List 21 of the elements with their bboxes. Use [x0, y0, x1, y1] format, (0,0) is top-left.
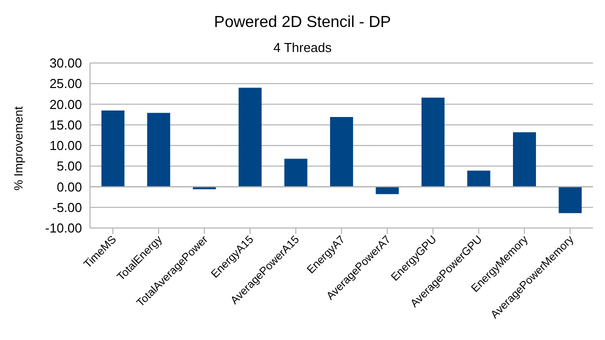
- y-tick-label: 0.00: [56, 179, 82, 194]
- bar: [101, 110, 124, 187]
- bar: [147, 112, 170, 187]
- bar: [284, 158, 308, 187]
- chart-subtitle: 4 Threads: [273, 40, 332, 55]
- y-tick-label: 30.00: [49, 56, 82, 71]
- chart-title: Powered 2D Stencil - DP: [213, 13, 392, 33]
- bar: [512, 132, 536, 187]
- y-tick-label: 10.00: [49, 138, 82, 154]
- bar: [558, 186, 582, 214]
- y-tick-label: 15.00: [49, 117, 82, 132]
- bar: [330, 117, 354, 187]
- y-tick-label: 5.00: [56, 158, 82, 174]
- y-tick-label: -5.00: [52, 200, 82, 215]
- bar: [238, 88, 262, 187]
- y-tick-label: 20.00: [49, 96, 82, 112]
- y-axis-title: % Improvement: [11, 106, 26, 190]
- bar: [422, 98, 445, 187]
- bar: [467, 170, 490, 187]
- y-tick-label: -10.00: [45, 220, 82, 236]
- y-tick-label: 25.00: [49, 76, 82, 92]
